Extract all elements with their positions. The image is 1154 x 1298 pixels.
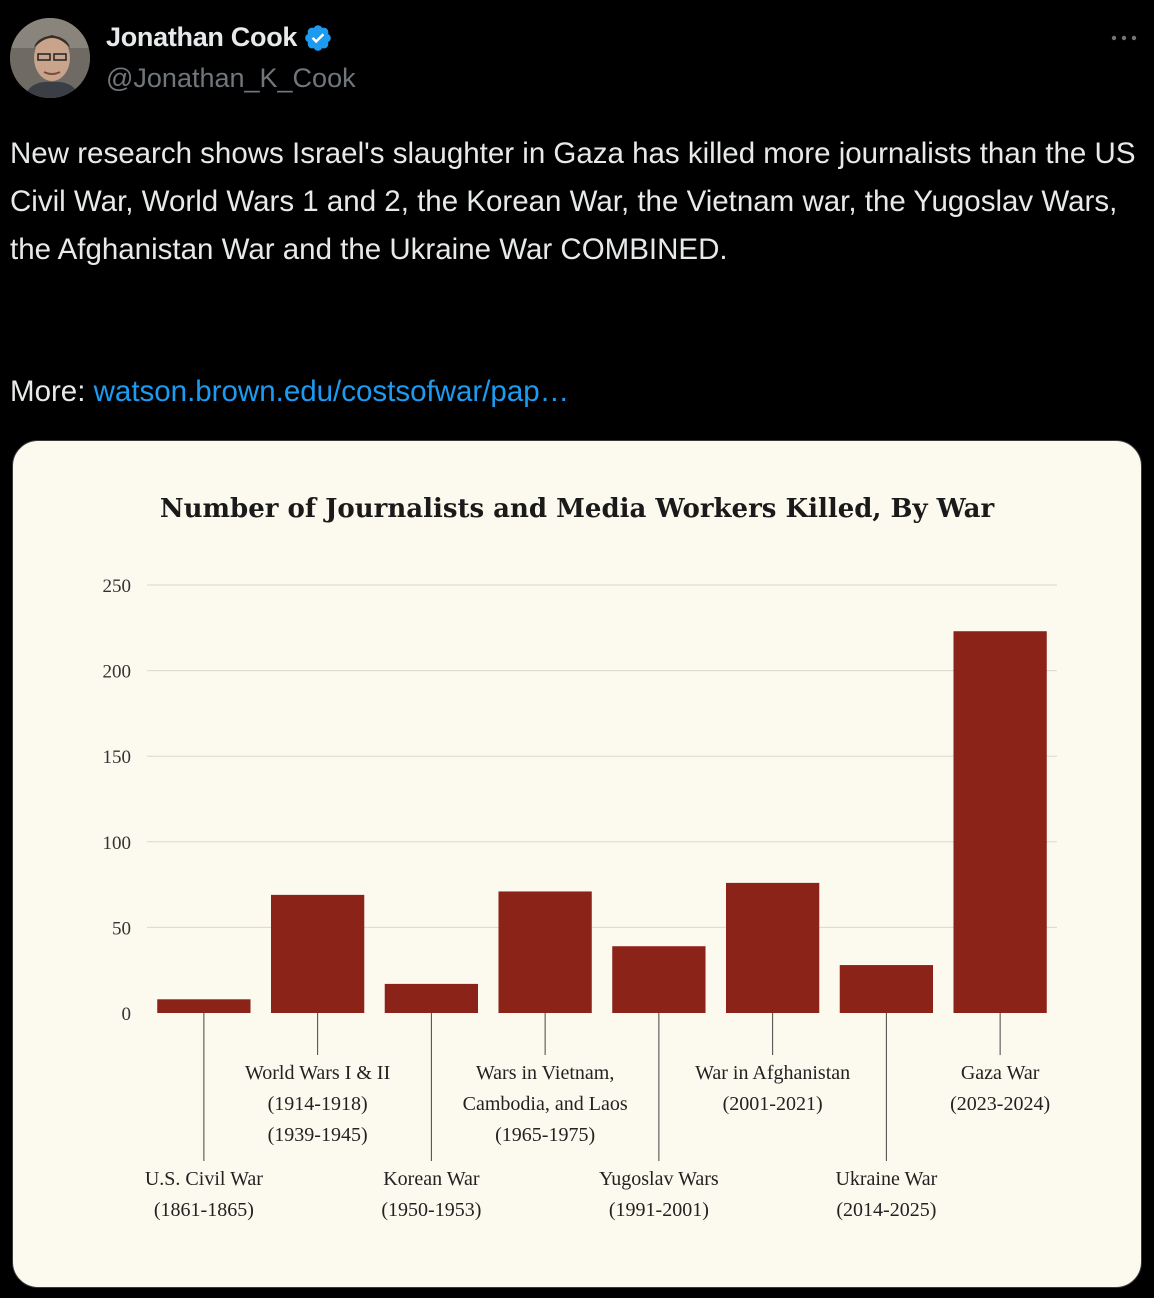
y-tick-label: 0 xyxy=(122,1004,132,1025)
bar xyxy=(612,946,706,1013)
chart-image-card[interactable]: Number of Journalists and Media Workers … xyxy=(12,440,1142,1288)
avatar-image xyxy=(10,18,90,98)
category-label: Cambodia, and Laos xyxy=(463,1093,628,1115)
y-tick-label: 100 xyxy=(103,833,132,854)
y-tick-label: 50 xyxy=(112,918,131,939)
category-label: Wars in Vietnam, xyxy=(476,1062,614,1084)
author-handle[interactable]: @Jonathan_K_Cook xyxy=(106,63,356,93)
source-link[interactable]: watson.brown.edu/costsofwar/pap… xyxy=(93,375,570,408)
verified-badge-icon xyxy=(305,24,331,51)
bar xyxy=(953,631,1047,1013)
avatar[interactable] xyxy=(10,18,90,98)
y-tick-label: 200 xyxy=(103,662,132,683)
category-label: Gaza War xyxy=(961,1062,1040,1084)
bar xyxy=(384,983,479,1013)
bar xyxy=(157,999,251,1013)
category-label: (1861-1865) xyxy=(154,1199,254,1221)
category-label: (1965-1975) xyxy=(495,1124,595,1146)
category-label: (1991-2001) xyxy=(609,1199,709,1221)
tweet-text: New research shows Israel's slaughter in… xyxy=(10,137,1144,266)
more-options-icon[interactable] xyxy=(1108,22,1140,54)
category-label: (2023-2024) xyxy=(950,1093,1050,1115)
category-label: Yugoslav Wars xyxy=(599,1168,719,1190)
category-label: (2001-2021) xyxy=(723,1093,823,1115)
tweet-header: Jonathan Cook @Jonathan_K_Cook xyxy=(0,0,1154,110)
y-tick-label: 150 xyxy=(103,747,132,768)
category-label: (2014-2025) xyxy=(836,1199,936,1221)
bar xyxy=(498,891,592,1013)
category-label: War in Afghanistan xyxy=(695,1062,850,1084)
chart-title: Number of Journalists and Media Workers … xyxy=(160,494,995,524)
category-label: World Wars I & II xyxy=(245,1062,390,1084)
bar xyxy=(839,965,934,1013)
bar xyxy=(270,894,365,1013)
more-line: More: watson.brown.edu/costsofwar/pap… xyxy=(10,368,569,416)
bar xyxy=(725,882,820,1013)
y-tick-label: 250 xyxy=(103,576,132,597)
category-label: (1950-1953) xyxy=(381,1199,481,1221)
category-label: (1939-1945) xyxy=(268,1124,368,1146)
category-label: Korean War xyxy=(383,1168,480,1190)
author-name[interactable]: Jonathan Cook xyxy=(106,22,298,52)
category-label: (1914-1918) xyxy=(268,1093,368,1115)
category-label: U.S. Civil War xyxy=(145,1168,263,1190)
more-label: More: xyxy=(10,375,94,408)
bar-chart: Number of Journalists and Media Workers … xyxy=(103,494,1057,1221)
category-label: Ukraine War xyxy=(835,1168,937,1190)
